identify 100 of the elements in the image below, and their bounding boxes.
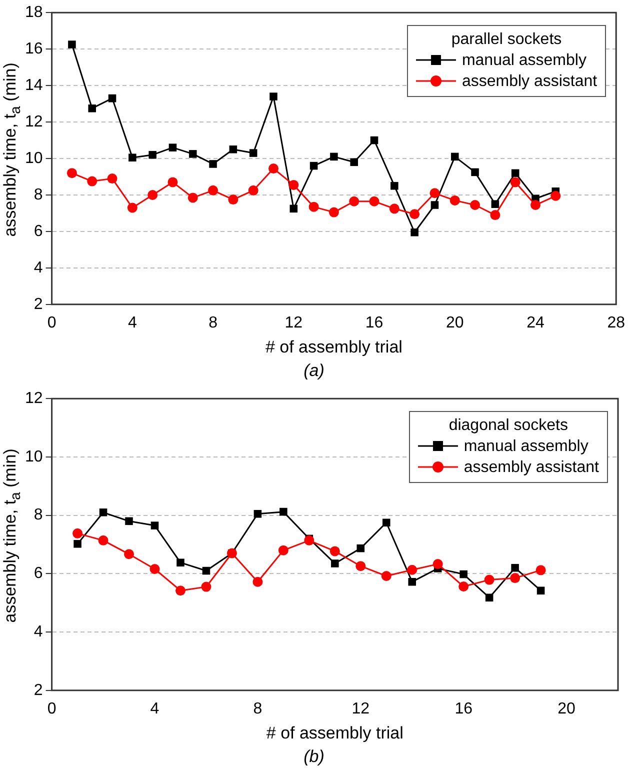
point	[330, 546, 340, 556]
point	[484, 574, 494, 585]
y-tick-label: 2	[34, 296, 43, 313]
point	[370, 136, 378, 144]
x-tick-label: 16	[454, 700, 473, 718]
point	[201, 582, 212, 592]
y-tick-label: 12	[25, 390, 43, 408]
point	[430, 201, 439, 209]
point	[530, 200, 540, 210]
point	[125, 517, 133, 526]
point	[87, 176, 98, 186]
point	[490, 210, 500, 220]
point	[99, 508, 108, 516]
point	[460, 570, 468, 578]
point	[150, 564, 160, 574]
y-tick-label: 10	[25, 150, 43, 167]
x-tick-label: 28	[607, 314, 626, 332]
y-tick-label: 6	[34, 565, 43, 582]
point	[408, 578, 416, 586]
x-axis-title: # of assembly trial	[265, 337, 402, 356]
x-tick-label: 16	[365, 314, 384, 332]
point	[249, 149, 258, 157]
point	[310, 162, 318, 170]
point	[98, 535, 108, 546]
point	[331, 560, 339, 568]
point	[148, 150, 156, 159]
point	[124, 549, 134, 560]
point	[349, 196, 360, 206]
point	[252, 576, 263, 587]
x-tick-label: 8	[208, 314, 218, 332]
point	[450, 152, 459, 161]
point	[381, 571, 392, 582]
point	[128, 154, 136, 162]
legend-label: manual assembly	[464, 436, 588, 457]
point	[188, 150, 197, 158]
point	[485, 594, 494, 602]
point	[176, 558, 184, 566]
point	[202, 566, 210, 575]
point	[536, 565, 546, 576]
point	[270, 92, 278, 100]
point	[228, 194, 238, 205]
point	[356, 561, 366, 572]
point	[68, 40, 76, 48]
point	[304, 535, 314, 546]
y-tick-label: 16	[25, 40, 43, 58]
point	[390, 182, 398, 190]
point	[382, 518, 390, 527]
y-tick-label: 18	[25, 4, 43, 22]
point	[308, 202, 319, 212]
point	[511, 564, 519, 572]
point	[168, 144, 177, 152]
text: (b)	[302, 746, 326, 768]
y-tick-label: 14	[25, 76, 43, 94]
point	[254, 510, 262, 518]
x-tick-label: 4	[128, 314, 137, 332]
x-tick-label: 8	[253, 700, 262, 718]
legend-title: parallel sockets	[450, 30, 563, 50]
point	[550, 190, 561, 201]
point	[107, 174, 118, 184]
legend-label: assembly assistant	[462, 72, 598, 92]
y-tick-label: 12	[25, 113, 43, 130]
point	[432, 559, 443, 570]
point	[410, 209, 420, 220]
x-tick-label: 12	[284, 314, 303, 332]
point	[168, 177, 178, 188]
point	[470, 200, 480, 210]
point	[280, 508, 288, 516]
x-tick-label: 0	[47, 314, 56, 332]
y-tick-label: 8	[34, 186, 43, 204]
point	[248, 185, 258, 196]
point	[356, 544, 365, 552]
point	[328, 207, 339, 218]
point	[74, 540, 82, 548]
point	[188, 192, 198, 203]
point	[150, 522, 159, 530]
point	[430, 188, 440, 198]
point	[229, 145, 238, 154]
y-tick-label: 4	[34, 623, 43, 640]
y-tick-label: 6	[34, 222, 43, 240]
point	[511, 169, 520, 177]
point	[288, 180, 299, 190]
x-axis-title: # of assembly trial	[266, 723, 404, 742]
y-tick-label: 8	[34, 506, 43, 524]
point	[88, 104, 96, 112]
x-tick-label: 4	[150, 700, 160, 718]
point	[127, 202, 138, 213]
point	[268, 164, 278, 174]
point	[72, 528, 83, 538]
legend-label: assembly assistant	[464, 458, 599, 478]
text: (a)	[302, 360, 326, 382]
x-tick-label: 12	[352, 700, 370, 718]
point	[209, 160, 217, 168]
point	[491, 200, 500, 208]
x-tick-label: 20	[558, 700, 576, 718]
point	[510, 573, 520, 584]
x-tick-label: 20	[446, 314, 464, 332]
point	[175, 586, 186, 596]
x-tick-label: 24	[526, 314, 544, 332]
point	[450, 195, 460, 206]
legend-title: diagonal sockets	[448, 416, 569, 436]
